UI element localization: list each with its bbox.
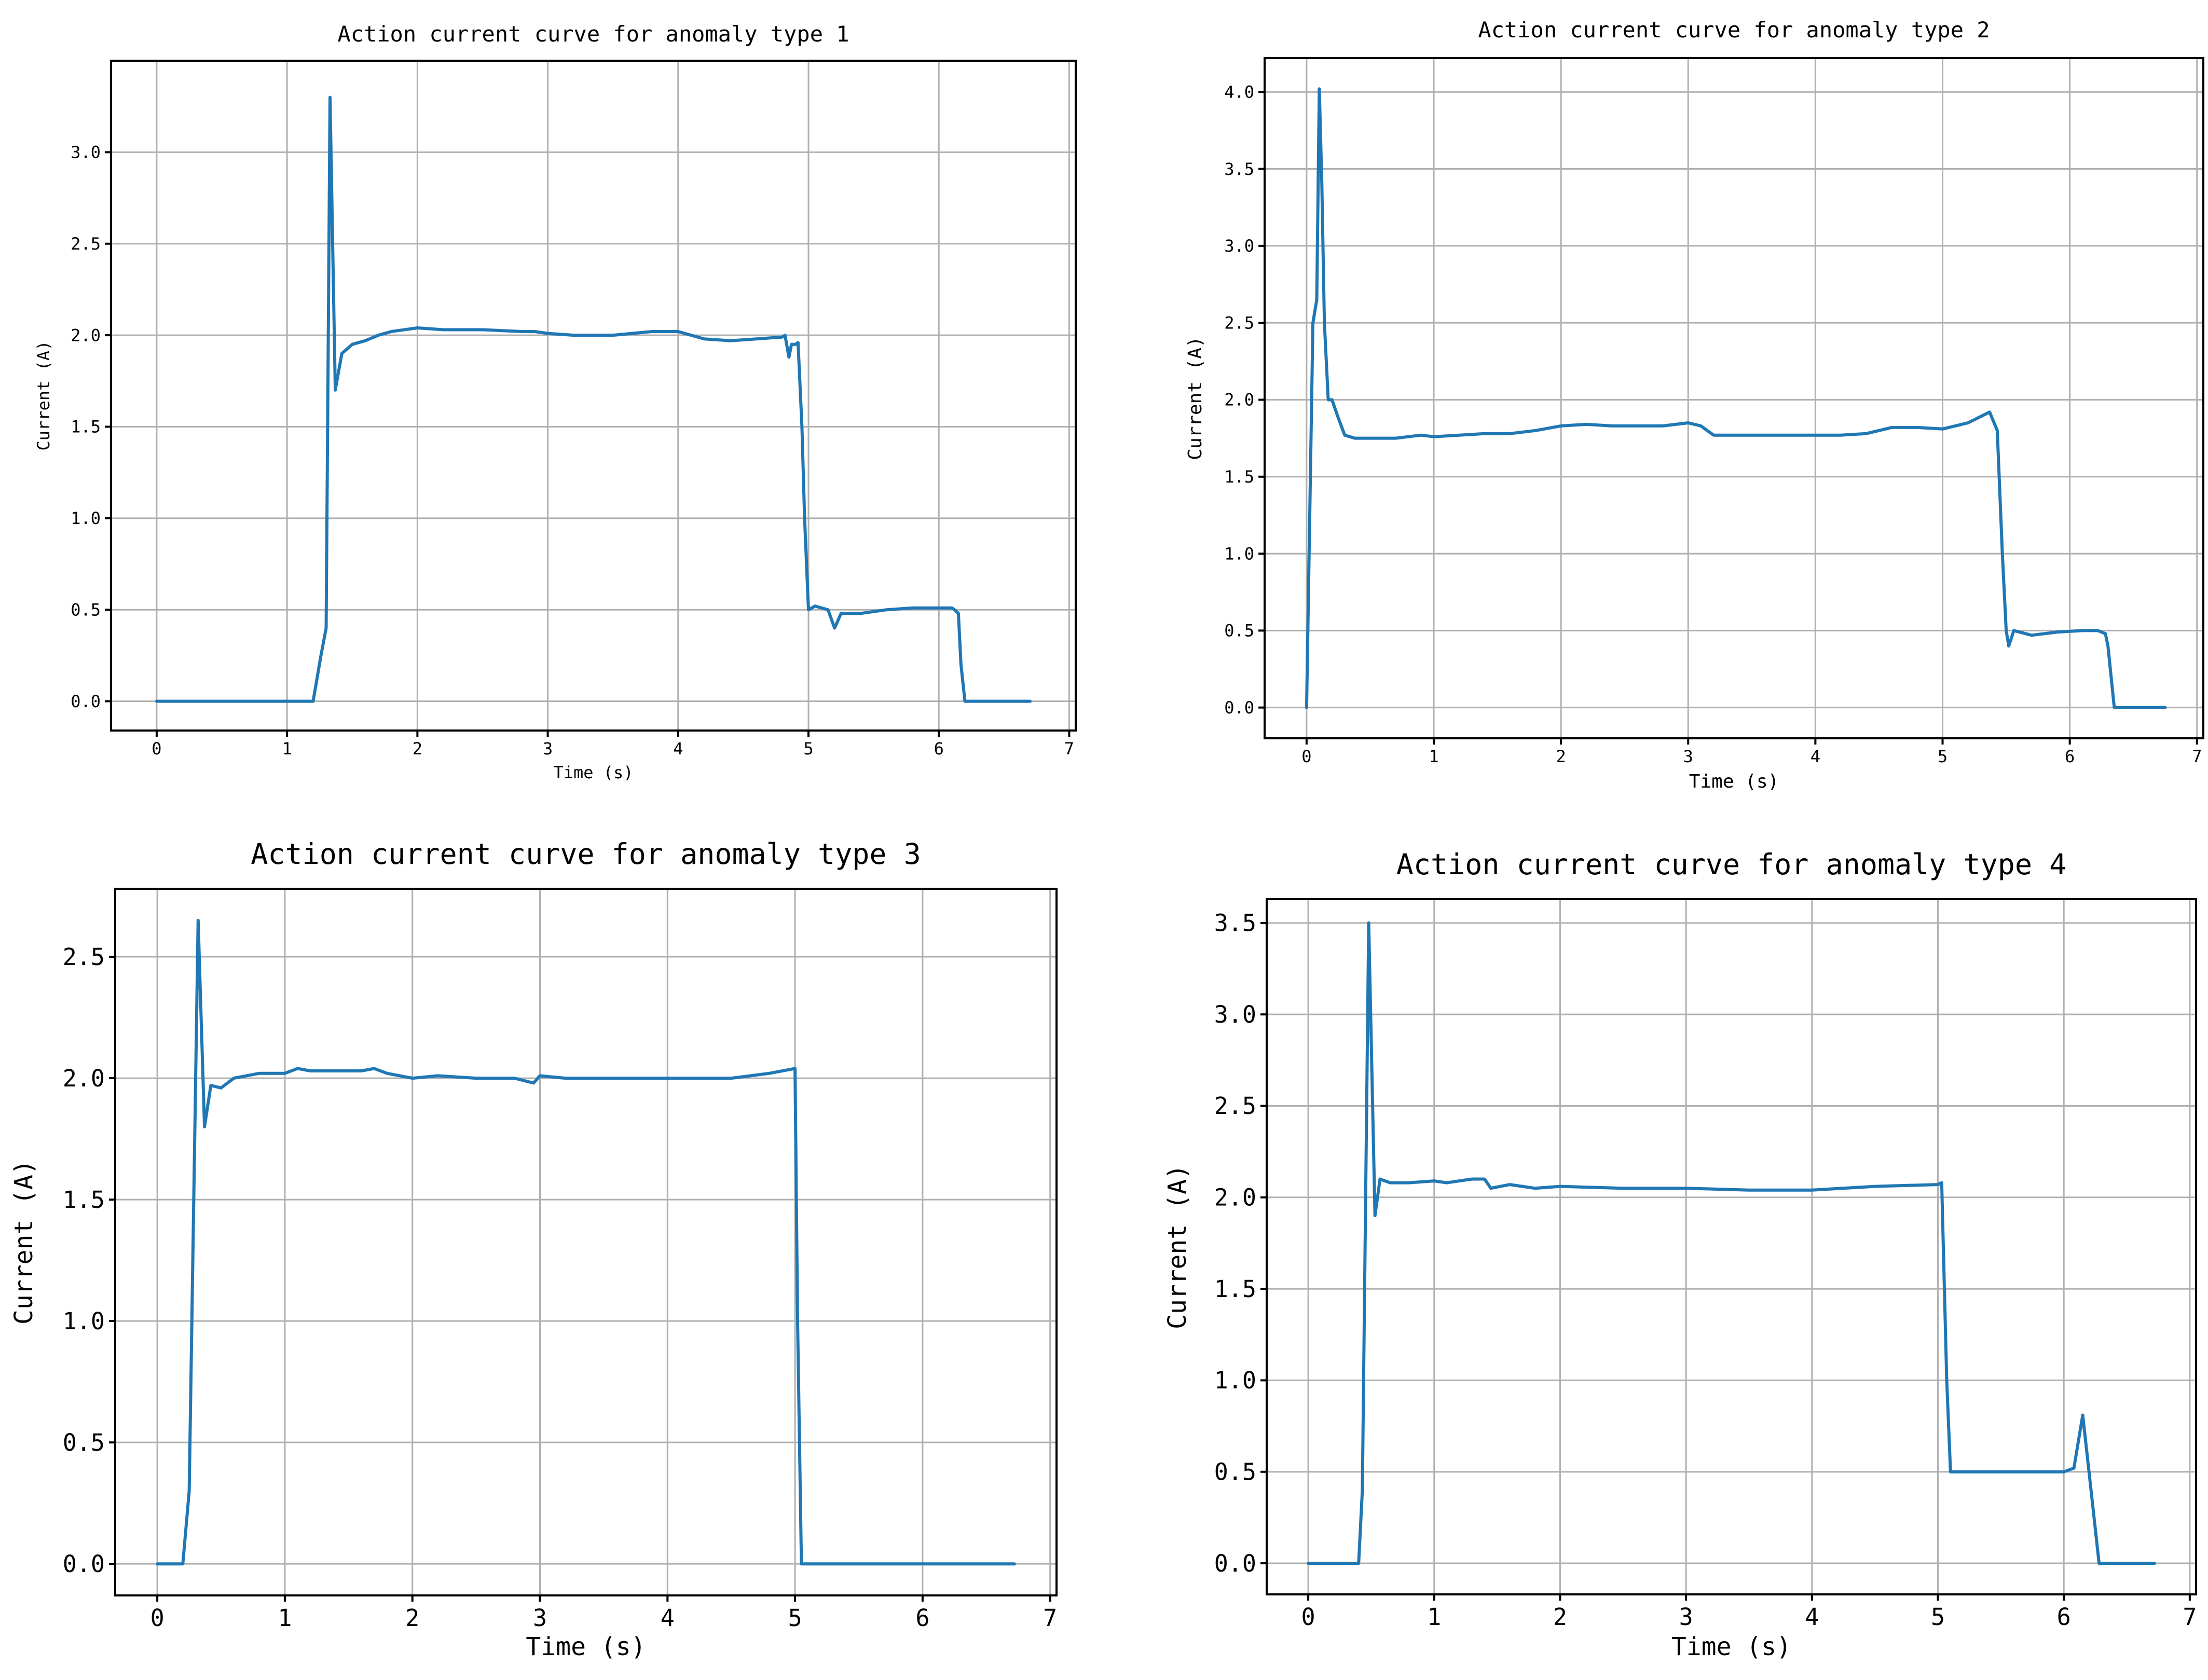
series-line <box>1307 921 2156 1565</box>
y-tick-label: 0.0 <box>71 692 101 711</box>
chart-panel-1: 0 1 2 3 4 5 6 7 0.0 0.5 1.0 1.5 2.0 2.5 3.0 Action curr… <box>34 21 1077 782</box>
x-axis-label: Time (s) <box>1671 1632 1791 1661</box>
y-tick-label: 3.5 <box>1214 910 1256 937</box>
y-tick-label: 2.0 <box>63 1065 105 1092</box>
y-tick-label: 1.0 <box>1214 1367 1256 1394</box>
x-tick-label: 1 <box>1427 1603 1441 1631</box>
series-line <box>1305 87 2167 709</box>
x-tick-label: 6 <box>2065 747 2075 766</box>
plot-frame <box>114 888 1058 1596</box>
y-axis-label: Current (A) <box>1163 1164 1192 1329</box>
x-tick-label: 4 <box>1805 1603 1819 1631</box>
y-tick-label: 0.5 <box>1224 621 1254 641</box>
x-tick-label: 3 <box>1679 1603 1693 1631</box>
y-tick-label: 1.5 <box>63 1186 105 1214</box>
y-tick-label: 2.5 <box>63 943 105 971</box>
series-line <box>155 95 1032 703</box>
x-axis-label: Time (s) <box>553 763 633 782</box>
chart-panel-2: 0 1 2 3 4 5 6 7 0.0 0.5 1.0 1.5 2.0 2.5 3.0 3.5 4.0 Actio… <box>1185 17 2204 792</box>
x-tick-label: 1 <box>278 1604 292 1632</box>
x-tick-label: 5 <box>788 1604 802 1632</box>
x-tick-label: 1 <box>1429 747 1438 766</box>
y-tick-label: 0.0 <box>63 1550 105 1578</box>
y-tick-label: 1.5 <box>1224 467 1254 487</box>
chart-title: Action current curve for anomaly type 3 <box>251 837 921 871</box>
y-tick-label: 3.5 <box>1224 159 1254 179</box>
y-axis-label: Current (A) <box>34 341 53 451</box>
x-tick-label: 2 <box>405 1604 419 1632</box>
x-tick-label: 7 <box>2192 747 2202 766</box>
x-tick-label: 4 <box>1811 747 1820 766</box>
y-tick-label: 3.0 <box>71 143 101 162</box>
y-tick-label: 2.0 <box>71 325 101 345</box>
y-tick-label: 1.0 <box>71 508 101 528</box>
x-tick-label: 3 <box>1683 747 1693 766</box>
x-tick-label: 4 <box>661 1604 675 1632</box>
x-tick-label: 6 <box>2057 1603 2071 1631</box>
y-axis-label: Current (A) <box>1185 336 1206 460</box>
y-tick-label: 0.5 <box>63 1429 105 1456</box>
y-tick-label: 0.0 <box>1214 1550 1256 1577</box>
y-tick-label: 1.0 <box>1224 544 1254 563</box>
x-tick-label: 5 <box>803 739 813 759</box>
x-tick-label: 3 <box>543 739 553 759</box>
x-tick-label: 0 <box>1301 1603 1315 1631</box>
y-tick-label: 0.0 <box>1224 698 1254 718</box>
x-tick-label: 6 <box>915 1604 929 1632</box>
y-tick-label: 1.0 <box>63 1307 105 1335</box>
y-tick-label: 2.5 <box>1224 313 1254 333</box>
y-tick-label: 0.5 <box>71 600 101 619</box>
x-tick-label: 5 <box>1931 1603 1945 1631</box>
x-tick-label: 1 <box>282 739 292 759</box>
chart-title: Action current curve for anomaly type 4 <box>1396 848 2066 881</box>
x-tick-label: 0 <box>1301 747 1311 766</box>
series-line <box>156 918 1016 1566</box>
y-tick-label: 0.5 <box>1214 1458 1256 1485</box>
y-tick-label: 2.0 <box>1224 390 1254 410</box>
plot-frame <box>1264 57 2204 739</box>
x-tick-label: 2 <box>1556 747 1566 766</box>
x-axis-label: Time (s) <box>1689 771 1779 792</box>
y-tick-label: 2.0 <box>1214 1184 1256 1211</box>
x-tick-label: 0 <box>152 739 161 759</box>
x-tick-label: 3 <box>533 1604 547 1632</box>
x-tick-label: 2 <box>1553 1603 1567 1631</box>
y-tick-label: 3.0 <box>1224 236 1254 256</box>
x-tick-label: 6 <box>934 739 944 759</box>
y-tick-label: 2.5 <box>1214 1092 1256 1120</box>
x-tick-label: 4 <box>673 739 683 759</box>
y-tick-label: 4.0 <box>1224 82 1254 102</box>
plot-frame <box>110 60 1077 732</box>
x-tick-label: 2 <box>413 739 422 759</box>
y-tick-label: 1.5 <box>1214 1275 1256 1303</box>
y-tick-label: 2.5 <box>71 234 101 254</box>
x-tick-label: 7 <box>1043 1604 1057 1632</box>
chart-title: Action current curve for anomaly type 1 <box>337 21 849 47</box>
x-tick-label: 7 <box>2183 1603 2197 1631</box>
x-tick-label: 0 <box>150 1604 164 1632</box>
y-tick-label: 3.0 <box>1214 1001 1256 1028</box>
chart-panel-4: 0 1 2 3 4 5 6 7 0.0 0.5 1.0 1.5 2.0 2.5 3.0 3.5 Action c… <box>1163 848 2197 1661</box>
chart-panel-3: 0 1 2 3 4 5 6 7 0.0 0.5 1.0 1.5 2.0 2.5 Action current… <box>9 837 1058 1661</box>
chart-title: Action current curve for anomaly type 2 <box>1478 17 1990 43</box>
y-tick-label: 1.5 <box>71 417 101 437</box>
x-tick-label: 5 <box>1938 747 1948 766</box>
plot-frame <box>1266 898 2197 1595</box>
y-axis-label: Current (A) <box>9 1160 38 1325</box>
x-tick-label: 7 <box>1064 739 1074 759</box>
x-axis-label: Time (s) <box>526 1632 646 1661</box>
